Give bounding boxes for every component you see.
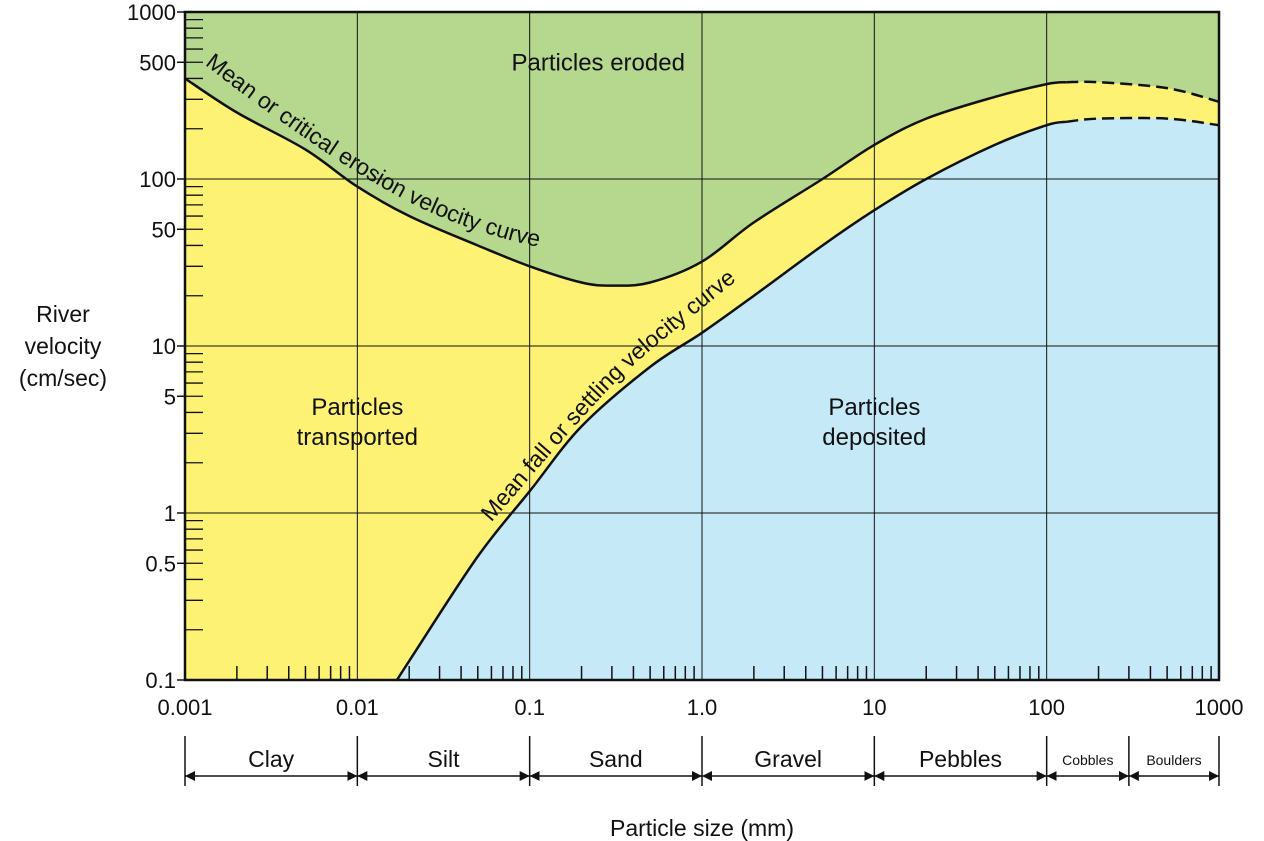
x-tick-label: 0.1 <box>514 695 545 720</box>
x-tick-label: 100 <box>1028 695 1065 720</box>
plot-area <box>185 12 1219 680</box>
x-tick-label: 0.001 <box>157 695 212 720</box>
region-labels: Particles eroded Particles transported Part… <box>297 49 927 451</box>
x-minor-ticks <box>236 666 1212 680</box>
y-tick-label: 10 <box>152 334 176 359</box>
y-major-ticks <box>177 11 185 681</box>
y-axis-title-line: (cm/sec) <box>19 365 107 391</box>
region-label-transported: Particles transported <box>297 394 418 451</box>
x-axis-title: Particle size (mm) <box>610 815 794 841</box>
size-class-label-gravel: Gravel <box>754 746 822 772</box>
settling-velocity-curve <box>395 120 1067 680</box>
y-tick-label: 1000 <box>127 0 176 25</box>
y-tick-label: 5 <box>164 384 176 409</box>
y-tick-label: 0.5 <box>145 551 176 576</box>
size-class-label-boulders: Boulders <box>1146 752 1201 768</box>
y-tick-labels: 0.1 0.5 1 5 10 50 100 500 1000 <box>127 0 176 693</box>
settling-velocity-curve-dashed <box>1066 116 1219 127</box>
y-axis-title-line: velocity <box>25 333 102 359</box>
region-label-eroded: Particles eroded <box>512 49 685 76</box>
x-tick-label: 10 <box>862 695 886 720</box>
size-class-label-cobbles: Cobbles <box>1062 752 1113 768</box>
x-tick-labels: 0.001 0.01 0.1 1.0 10 100 1000 <box>157 695 1243 720</box>
size-class-label-pebbles: Pebbles <box>919 746 1002 772</box>
region-label-deposited: Particles deposited <box>822 394 926 451</box>
size-class-label-clay: Clay <box>248 746 295 772</box>
y-minor-ticks <box>185 18 203 631</box>
size-class-label-sand: Sand <box>589 746 643 772</box>
y-tick-label: 100 <box>139 167 176 192</box>
x-tick-label: 1.0 <box>687 695 718 720</box>
erosion-velocity-curve-dashed <box>1066 80 1219 104</box>
y-tick-label: 0.1 <box>145 668 176 693</box>
y-tick-label: 50 <box>152 217 176 242</box>
y-tick-label: 1 <box>164 501 176 526</box>
x-tick-label: 1000 <box>1195 695 1244 720</box>
deposited-region-fill <box>397 117 1219 680</box>
y-axis-title-line: River <box>36 301 90 327</box>
y-tick-label: 500 <box>139 50 176 75</box>
size-class-scale: Clay Silt Sand Gravel Pebbles Cobbles Boulders <box>184 736 1220 786</box>
erosion-velocity-curve <box>185 77 1067 287</box>
size-class-label-silt: Silt <box>428 746 461 772</box>
grid-lines <box>185 12 1219 680</box>
x-tick-label: 0.01 <box>336 695 379 720</box>
y-axis-title: River velocity (cm/sec) <box>19 301 107 391</box>
